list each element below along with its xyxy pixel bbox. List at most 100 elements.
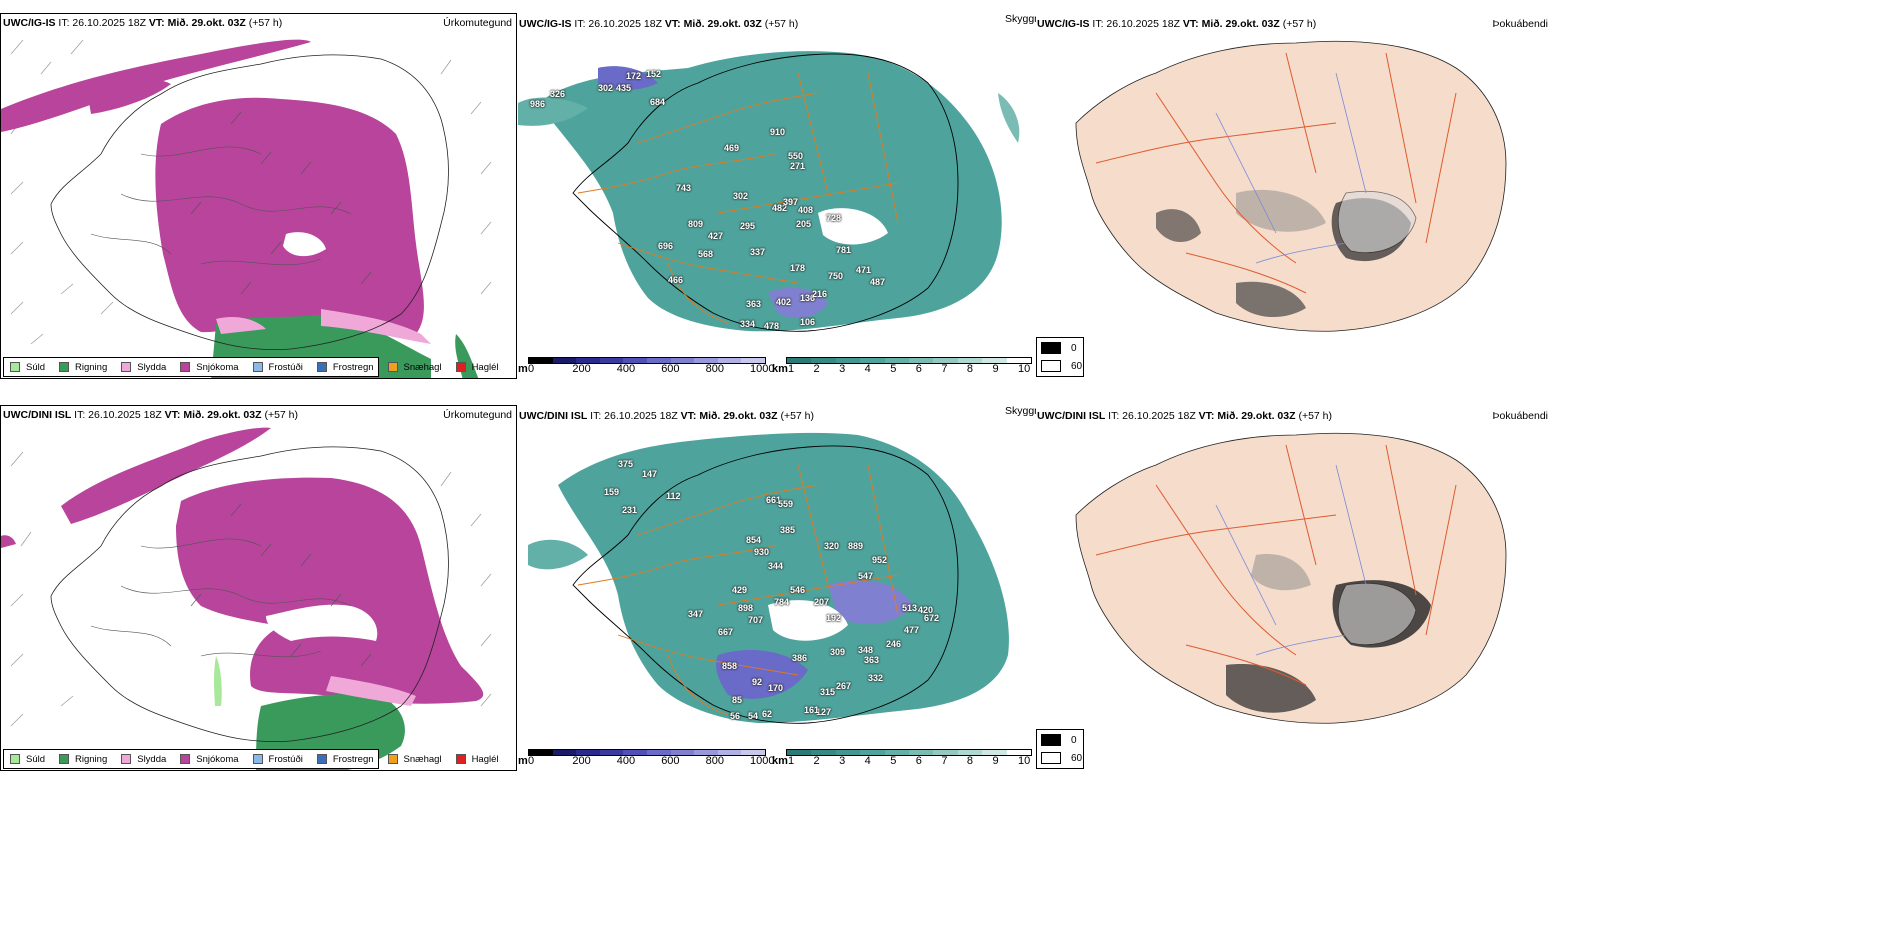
legend-swatch [180, 754, 191, 764]
ceiling-height-label: 363 [864, 655, 880, 665]
ceiling-height-label: 92 [752, 677, 763, 687]
colorbar-tick-label: 600 [661, 363, 680, 375]
ceiling-height-label: 482 [772, 203, 788, 213]
ceiling-height-label: 466 [668, 275, 684, 285]
ceiling-height-label: 320 [824, 541, 840, 551]
colorbar-strip [786, 749, 1032, 756]
colorbar-segment [957, 750, 983, 755]
ceiling-height-label: 898 [738, 603, 754, 613]
ceiling-height-label: 302 [733, 191, 749, 201]
colorbar-tick-label: 6 [915, 755, 922, 767]
ceiling-height-label: 809 [688, 219, 704, 229]
ceiling-height-label: 295 [740, 221, 756, 231]
visibility-low-nw [598, 66, 658, 90]
legend-label: Súld [26, 361, 46, 373]
panel-title: Þokuábendi [1492, 410, 1548, 422]
ceiling-height-label: 170 [768, 683, 784, 693]
colorbar-tick-label: 6 [915, 363, 922, 375]
legend-label: Súld [26, 753, 46, 765]
legend-swatch [121, 754, 132, 764]
ceiling-height-label: 397 [783, 197, 799, 207]
ceiling-height-label: 559 [778, 499, 794, 509]
ceiling-height-label: 469 [724, 143, 740, 153]
fog-key-label: 60 [1071, 360, 1083, 372]
legend-label: Haglél [471, 753, 499, 765]
colorbar-segment [599, 358, 624, 363]
fog-key-swatch [1041, 752, 1061, 764]
colorbar-segment [835, 750, 861, 755]
legend-label: Snjókoma [196, 753, 239, 765]
panel-title: Skyggni [1005, 405, 1036, 417]
colorbar-segment [694, 750, 718, 755]
fog-index-map [1075, 432, 1507, 724]
legend-item: Snjókoma [180, 362, 239, 373]
ceiling-height-label: 337 [750, 247, 766, 257]
ceiling-height-label: 334 [740, 319, 756, 329]
legend-label: Frostregn [332, 753, 374, 765]
colorbar-segment [670, 750, 695, 755]
ceiling-height-label: 707 [748, 615, 764, 625]
fog-grey-central [1236, 189, 1326, 232]
colorbar-tick-label: 1000 [750, 363, 775, 375]
ceiling-height-label: 471 [856, 265, 872, 275]
ceiling-height-label: 127 [816, 707, 832, 717]
fog-grey-central [1251, 554, 1311, 591]
legend-item: Rigning [59, 754, 107, 765]
colorbar-segment [884, 358, 910, 363]
fog-key-label: 60 [1071, 752, 1083, 764]
panel-title: Skyggni [1005, 13, 1036, 25]
colorbar-strip [528, 357, 766, 364]
colorbar-tick-label: 1 [788, 755, 795, 767]
snow-band-north [1, 39, 311, 132]
ceiling-height-label: 326 [550, 89, 566, 99]
colorbar-segment [694, 358, 718, 363]
fog-index-panel-bottom: UWC/DINI ISL IT: 26.10.2025 18Z VT: Mið.… [1036, 405, 1556, 771]
panel-title: Úrkomutegund [443, 17, 512, 29]
ceiling-height-label: 784 [774, 597, 790, 607]
colorbar-segment [741, 750, 765, 755]
colorbar-segment [623, 750, 647, 755]
fog-index-key: 0 60 [1036, 729, 1084, 769]
snow-area-northwest [86, 76, 171, 114]
colorbar-segment [1006, 750, 1032, 755]
ceiling-height-label: 54 [748, 711, 759, 721]
legend-label: Frostúði [268, 361, 303, 373]
ceiling-height-label: 205 [796, 219, 812, 229]
legend-item: Rigning [59, 362, 107, 373]
ceiling-height-label: 513 [902, 603, 918, 613]
fog-index-map [1075, 40, 1507, 332]
colorbar-tick-label: 5 [890, 363, 897, 375]
colorbar-tick-label: 800 [705, 363, 724, 375]
ceiling-height-label: 743 [676, 183, 692, 193]
panel-header: UWC/IG-IS IT: 26.10.2025 18Z VT: Mið. 29… [3, 17, 283, 29]
colorbar-segment [576, 358, 600, 363]
ceiling-height-label: 302 [598, 83, 614, 93]
ceiling-height-label: 661 [766, 495, 782, 505]
colorbar-tick-label: 5 [890, 755, 897, 767]
ceiling-height-label: 696 [658, 241, 674, 251]
ceiling-height-label: 136 [800, 293, 816, 303]
colorbar-segment [646, 358, 671, 363]
colorbar-segment [529, 358, 553, 363]
precip-type-map [1, 427, 492, 770]
coastline-iceland [50, 54, 449, 350]
colorbar-tick-label: 2 [813, 755, 820, 767]
colorbar-strip [528, 749, 766, 756]
ceiling-height-label: 161 [804, 705, 820, 715]
legend-item: Súld [10, 362, 45, 373]
legend-swatch [59, 362, 70, 372]
colorbar-unit: km [772, 363, 788, 375]
ceiling-height-label: 986 [530, 99, 546, 109]
colorbar-tick-label: 9 [992, 363, 999, 375]
visibility-field-west [528, 539, 588, 570]
colorbar-segment [957, 358, 983, 363]
legend-label: Rigning [75, 753, 108, 765]
colorbar-segment [982, 750, 1007, 755]
colorbar-tick-label: 200 [572, 363, 591, 375]
visibility-panel-top: UWC/IG-IS IT: 26.10.2025 18Z VT: Mið. 29… [518, 13, 1036, 379]
legend-label: Slydda [137, 753, 167, 765]
ceiling-height-label: 402 [776, 297, 792, 307]
colorbar-segment [982, 358, 1007, 363]
legend-item: Frostúði [252, 754, 303, 765]
ceiling-height-label: 781 [836, 245, 852, 255]
